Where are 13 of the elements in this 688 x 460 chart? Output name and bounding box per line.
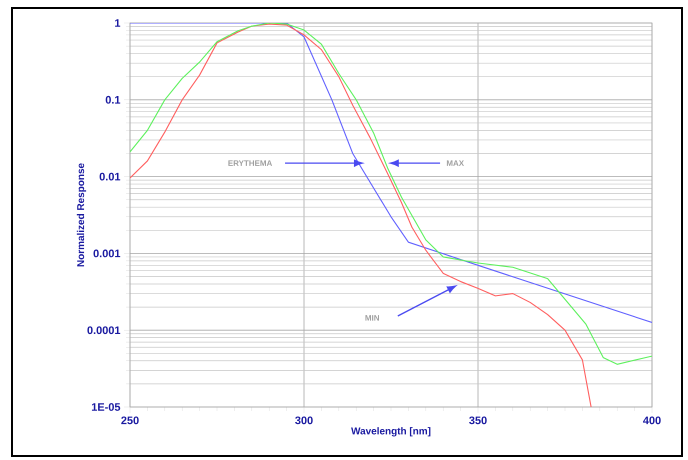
- y-tick-label: 0.001: [94, 250, 120, 258]
- y-tick-label: 0.1: [106, 96, 120, 104]
- line-series: [130, 23, 592, 408]
- x-tick-label: 350: [469, 416, 487, 424]
- x-tick-label: 300: [295, 416, 313, 424]
- y-tick-label: 0.0001: [87, 326, 120, 334]
- x-tick-label: 250: [121, 416, 139, 424]
- y-tick-label: 1E-05: [92, 403, 120, 411]
- y-tick-label: 1: [115, 19, 120, 27]
- x-tick-label: 400: [643, 416, 661, 424]
- y-tick-label: 0.01: [100, 172, 120, 180]
- x-axis-title: Wavelength [nm]: [351, 427, 430, 436]
- y-axis-title: Normalized Response: [76, 163, 86, 266]
